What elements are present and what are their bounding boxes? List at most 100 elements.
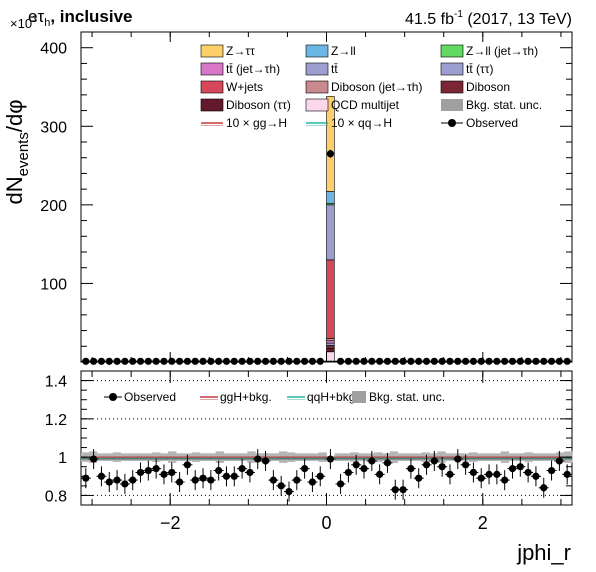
legend-label: tt̄ [331, 62, 338, 76]
stack-segment-diboson_tt [326, 348, 335, 353]
observed-point [477, 357, 485, 365]
ratio-point [308, 478, 317, 486]
ratio-legend-label: Observed [124, 390, 176, 404]
stack-segment-zll [326, 191, 335, 204]
ratio-point [477, 474, 485, 482]
ratio-legend-label: qqH+bkg. [307, 390, 359, 404]
ratio-point [199, 474, 207, 482]
legend-swatch [440, 44, 464, 58]
ratio-point [293, 476, 301, 484]
legend-label: Diboson [466, 80, 510, 94]
ratio-point [277, 482, 285, 490]
ratio-point [352, 461, 360, 469]
observed-point [207, 357, 215, 365]
observed-point [326, 150, 335, 158]
ratio-point [555, 457, 563, 465]
main-histogram [81, 96, 572, 363]
observed-point [422, 357, 431, 365]
ratio-point [136, 468, 145, 477]
observed-point [238, 357, 246, 365]
observed-point [430, 357, 438, 365]
legend-swatch [305, 62, 329, 76]
observed-point [547, 357, 556, 365]
observed-point [121, 357, 129, 365]
ratio-point [254, 455, 262, 463]
channel-label: eτh, inclusive [28, 7, 133, 29]
legend-label: Z→ll [331, 44, 356, 58]
observed-point [215, 357, 223, 365]
ratio-point [168, 468, 176, 477]
observed-point [222, 357, 231, 365]
observed-point [508, 357, 517, 365]
observed-point [82, 357, 90, 365]
ratio-point [285, 488, 293, 496]
stack-segment-tt_jet [326, 340, 335, 344]
observed-point [399, 357, 407, 365]
observed-point [160, 357, 168, 365]
ratio-point [493, 470, 501, 478]
legend-label: Diboson (jet→τh) [331, 80, 422, 94]
ratio-point [391, 486, 399, 494]
ratio-point [121, 480, 129, 488]
ratio-point [524, 468, 532, 477]
legend-swatch [305, 98, 329, 112]
ratio-axes: 0.8 1 1.2 1.4 −2 0 2 [45, 371, 572, 533]
observed-point [540, 357, 548, 365]
stack-segment-tt_tt [326, 342, 335, 346]
ratio-point [422, 461, 431, 469]
ratio-point [105, 478, 113, 486]
stack-segment-tt [326, 204, 335, 261]
observed-point [230, 357, 238, 365]
observed-point [376, 357, 384, 365]
ratio-point [540, 484, 548, 492]
observed-point [454, 357, 462, 365]
observed-point [360, 357, 368, 365]
ratio-legend-label: Bkg. stat. unc. [369, 390, 445, 404]
ratio-point [454, 455, 462, 463]
main-legend: Z→ττ Z→ll Z→ll (jet→τh) tt̄ (jet→τh) tt̄ tt̄ … [200, 44, 542, 130]
ratio-point [269, 476, 277, 484]
ratio-legend: Observed ggH+bkg. qqH+bkg. Bkg. stat. unc. [104, 390, 445, 404]
ratio-point [508, 465, 517, 473]
ratio-point [207, 476, 215, 484]
ratio-legend-label: ggH+bkg. [220, 390, 272, 404]
y-tick-label: 100 [40, 276, 67, 293]
ratio-point [261, 457, 270, 465]
legend-swatch [305, 80, 329, 94]
observed-point [277, 357, 285, 365]
y-tick-label: 400 [40, 41, 67, 58]
ratio-point [336, 480, 345, 488]
x-tick-label: 0 [321, 513, 331, 533]
legend-label: 10 × qq→H [331, 116, 392, 130]
ratio-point [360, 465, 368, 473]
legend-swatch [440, 62, 464, 76]
legend-label: tt̄ (ττ) [466, 62, 493, 76]
observed-point [524, 357, 532, 365]
y-tick-label: 300 [40, 119, 67, 136]
ratio-point [183, 461, 192, 469]
ratio-point [344, 468, 352, 477]
legend-label: Observed [466, 116, 518, 130]
stack-segment-qcd [326, 351, 335, 363]
observed-point [136, 357, 145, 365]
observed-point [532, 357, 540, 365]
observed-point [555, 357, 563, 365]
legend-label: tt̄ (jet→τh) [226, 62, 280, 76]
ratio-point [485, 470, 493, 478]
ratio-point [415, 474, 423, 482]
observed-point [301, 357, 309, 365]
stack-segment-diboson [326, 345, 335, 349]
legend-swatch [200, 98, 224, 112]
x-axis-label: jphi_r [516, 540, 571, 565]
ratio-point [222, 472, 231, 480]
ratio-point [516, 463, 524, 471]
legend-swatch [441, 99, 463, 111]
ratio-point [376, 470, 384, 478]
observed-point [407, 357, 415, 365]
ratio-point [144, 466, 152, 475]
ratio-point [230, 472, 238, 480]
ratio-point [407, 465, 415, 473]
observed-point [469, 357, 478, 365]
observed-point [269, 357, 277, 365]
